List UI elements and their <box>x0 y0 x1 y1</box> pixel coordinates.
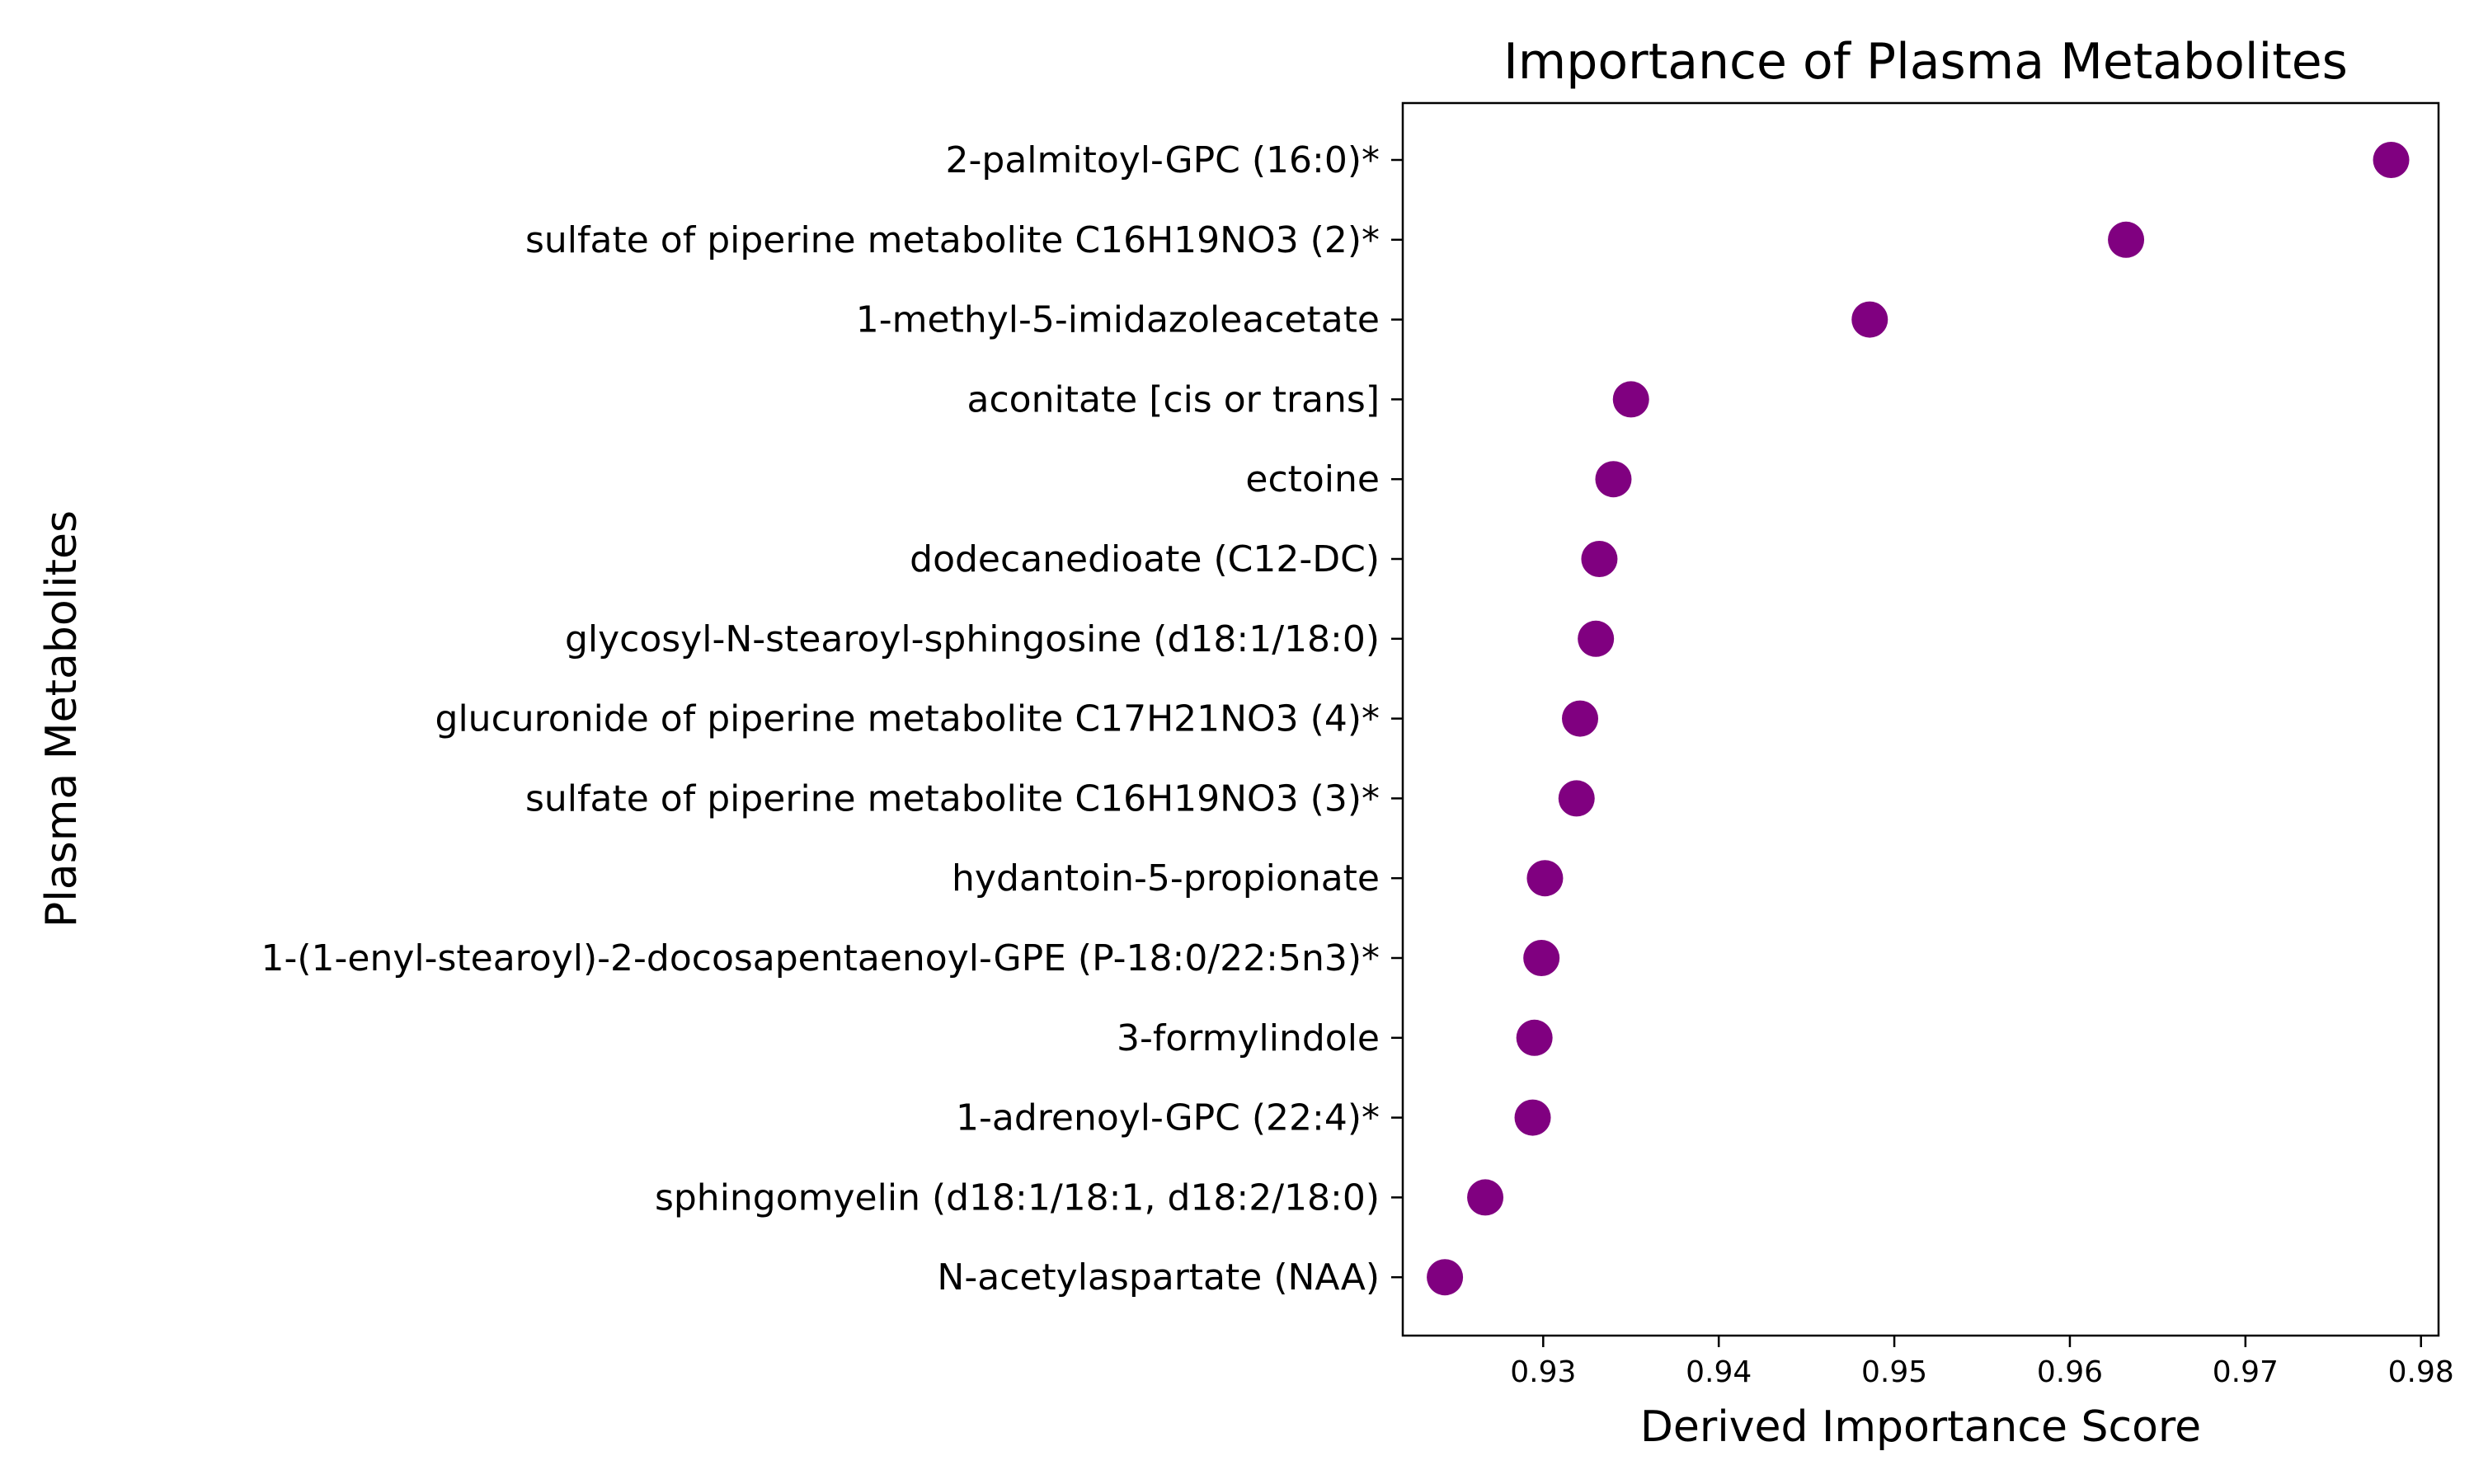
data-point <box>1612 381 1649 418</box>
data-point <box>2373 142 2410 178</box>
chart-title: Importance of Plasma Metabolites <box>1503 33 2348 91</box>
data-point <box>1851 301 1888 338</box>
data-point <box>1578 620 1615 657</box>
x-axis-label: Derived Importance Score <box>1640 1402 2201 1452</box>
data-point <box>1523 940 1560 976</box>
category-label: N-acetylaspartate (NAA) <box>937 1256 1380 1298</box>
x-ticks: 0.93 0.94 0.95 0.96 0.97 0.98 <box>1510 1336 2454 1389</box>
data-point <box>2108 221 2145 258</box>
category-label: 1-methyl-5-imidazoleacetate <box>856 299 1380 341</box>
data-points <box>1427 142 2410 1296</box>
category-label: ectoine <box>1245 458 1380 500</box>
category-label: 1-(1-enyl-stearoyl)-2-docosapentaenoyl-G… <box>261 937 1380 979</box>
data-point <box>1526 860 1564 897</box>
category-label: 2-palmitoyl-GPC (16:0)* <box>946 139 1380 181</box>
x-tick-label: 0.94 <box>1686 1355 1752 1389</box>
data-point <box>1581 541 1618 577</box>
x-tick-label: 0.98 <box>2388 1355 2454 1389</box>
category-label: hydantoin-5-propionate <box>952 857 1380 899</box>
x-tick-label: 0.93 <box>1510 1355 1576 1389</box>
x-tick-label: 0.97 <box>2213 1355 2279 1389</box>
category-label: sulfate of piperine metabolite C16H19NO3… <box>525 219 1380 261</box>
category-label: sphingomyelin (d18:1/18:1, d18:2/18:0) <box>655 1176 1380 1219</box>
y-axis-label: Plasma Metabolites <box>37 510 87 928</box>
x-tick-label: 0.96 <box>2037 1355 2103 1389</box>
category-label: 1-adrenoyl-GPC (22:4)* <box>956 1097 1380 1139</box>
data-point <box>1595 461 1632 498</box>
data-point <box>1427 1259 1464 1296</box>
category-label: glycosyl-N-stearoyl-sphingosine (d18:1/1… <box>565 618 1380 660</box>
category-labels: 2-palmitoyl-GPC (16:0)* sulfate of piperi… <box>261 139 1403 1298</box>
data-point <box>1516 1019 1553 1056</box>
data-point <box>1562 700 1599 737</box>
category-label: glucuronide of piperine metabolite C17H2… <box>435 698 1380 740</box>
x-tick-label: 0.95 <box>1861 1355 1927 1389</box>
category-label: sulfate of piperine metabolite C16H19NO3… <box>525 777 1380 819</box>
data-point <box>1514 1099 1551 1136</box>
data-point <box>1467 1179 1504 1216</box>
data-point <box>1558 780 1595 817</box>
category-label: aconitate [cis or trans] <box>967 378 1380 420</box>
category-label: 3-formylindole <box>1117 1017 1380 1059</box>
category-label: dodecanedioate (C12-DC) <box>910 538 1380 580</box>
